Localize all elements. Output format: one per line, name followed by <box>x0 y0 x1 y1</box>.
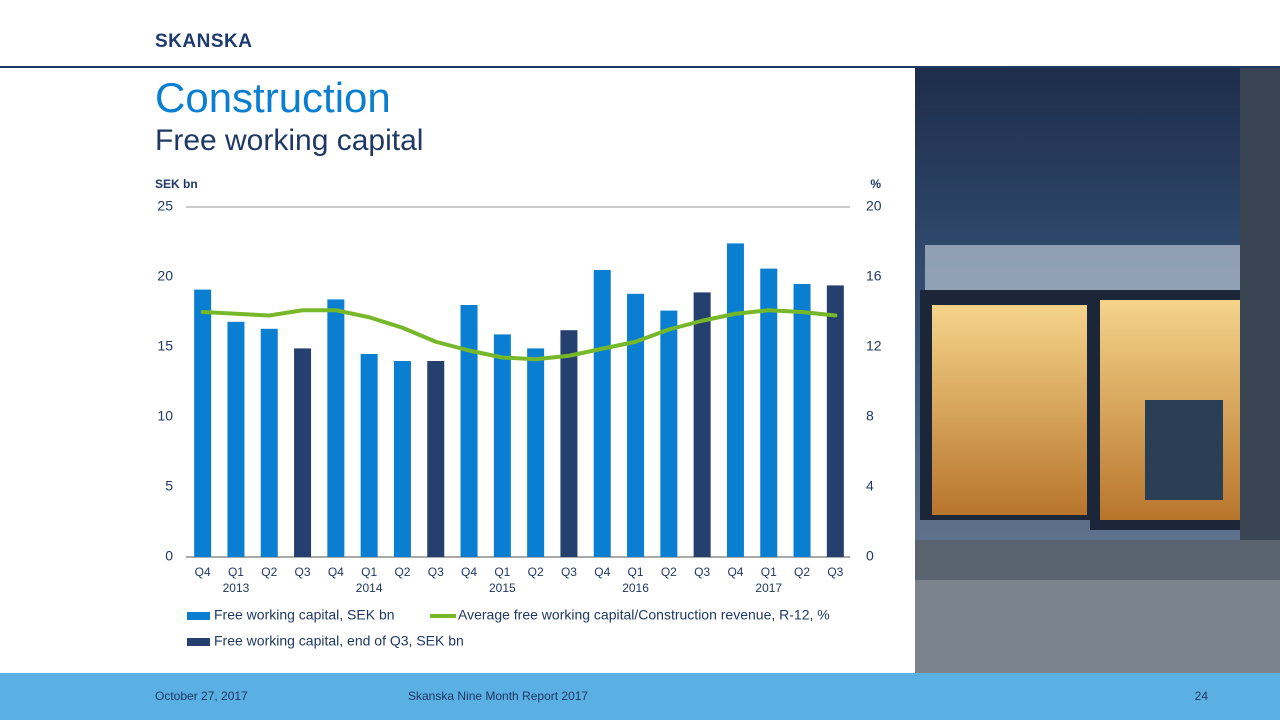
y2-axis-title: % <box>870 177 881 191</box>
bar <box>560 330 578 557</box>
x-tick-label: Q4 <box>727 565 743 579</box>
x-tick-label: Q1 <box>361 565 377 579</box>
bar <box>460 305 478 557</box>
bar <box>227 321 245 557</box>
y2-tick-label: 20 <box>866 198 882 214</box>
y-tick-label: 20 <box>157 268 173 284</box>
x-tick-label: Q3 <box>428 565 444 579</box>
bar <box>693 292 711 557</box>
bar <box>360 354 378 557</box>
y-tick-label: 10 <box>157 408 173 424</box>
legend-swatch <box>187 612 210 620</box>
bar <box>427 361 445 557</box>
x-tick-label: Q3 <box>295 565 311 579</box>
y-axis-title: SEK bn <box>155 177 198 191</box>
x-year-label: 2015 <box>489 581 516 595</box>
x-tick-label: Q4 <box>461 565 477 579</box>
bar <box>660 310 678 557</box>
x-tick-label: Q2 <box>794 565 810 579</box>
bar <box>327 299 345 557</box>
x-tick-label: Q1 <box>761 565 777 579</box>
footer-report: Skanska Nine Month Report 2017 <box>408 689 588 703</box>
x-tick-label: Q1 <box>228 565 244 579</box>
x-tick-label: Q2 <box>661 565 677 579</box>
x-tick-label: Q2 <box>394 565 410 579</box>
x-tick-label: Q4 <box>594 565 610 579</box>
line <box>200 308 838 362</box>
bar <box>294 348 312 557</box>
bar <box>194 289 212 557</box>
y2-tick-label: 12 <box>866 338 882 354</box>
footer-date: October 27, 2017 <box>155 689 248 703</box>
y-tick-label: 15 <box>157 338 173 354</box>
x-tick-label: Q2 <box>261 565 277 579</box>
x-tick-label: Q3 <box>561 565 577 579</box>
x-tick-label: Q3 <box>694 565 710 579</box>
legend-label: Free working capital, end of Q3, SEK bn <box>214 633 464 649</box>
bar <box>393 361 411 557</box>
x-year-label: 2016 <box>622 581 649 595</box>
bar <box>527 348 545 557</box>
bar <box>726 243 744 557</box>
y2-tick-label: 4 <box>866 478 874 494</box>
bar <box>760 268 778 557</box>
bar <box>826 285 844 557</box>
y2-tick-label: 8 <box>866 408 874 424</box>
bar <box>593 270 611 557</box>
x-tick-label: Q4 <box>328 565 344 579</box>
logo: SKANSKA <box>155 31 252 52</box>
legend-label: Average free working capital/Constructio… <box>458 607 830 623</box>
slide-title: Construction <box>155 74 391 121</box>
slide-subtitle: Free working capital <box>155 124 423 157</box>
y2-tick-label: 0 <box>866 548 874 564</box>
legend-label: Free working capital, SEK bn <box>214 607 395 623</box>
y2-tick-label: 16 <box>866 268 882 284</box>
x-year-label: 2013 <box>223 581 250 595</box>
bar <box>793 284 811 557</box>
x-tick-label: Q3 <box>827 565 843 579</box>
bar <box>493 334 511 557</box>
bar <box>260 328 278 557</box>
y-tick-label: 0 <box>165 548 173 564</box>
x-tick-label: Q1 <box>494 565 510 579</box>
x-year-label: 2017 <box>755 581 782 595</box>
y-tick-label: 25 <box>157 198 173 214</box>
bar <box>627 293 645 557</box>
x-tick-label: Q1 <box>628 565 644 579</box>
x-tick-label: Q2 <box>528 565 544 579</box>
x-tick-label: Q4 <box>195 565 211 579</box>
footer-page: 24 <box>1195 689 1209 703</box>
x-year-label: 2014 <box>356 581 383 595</box>
photo <box>915 68 1280 673</box>
legend-swatch <box>187 638 210 646</box>
y-tick-label: 5 <box>165 478 173 494</box>
